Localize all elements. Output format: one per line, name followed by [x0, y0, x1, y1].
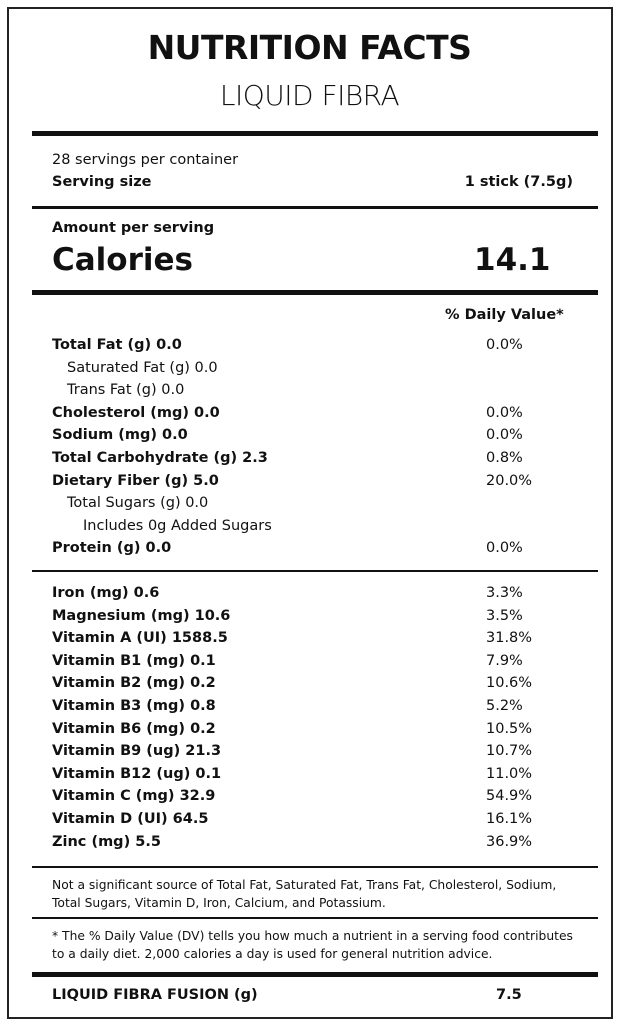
daily-value-percent: 11.0%: [486, 765, 533, 782]
nutrient-row: Vitamin D (UI) 64.5 16.1%: [52, 811, 572, 833]
daily-value-percent: 54.9%: [486, 788, 533, 805]
nutrient-label: Protein (g) 0.0: [52, 540, 172, 557]
blend-label: LIQUID FIBRA FUSION (g): [52, 987, 258, 1003]
divider: [32, 206, 598, 209]
nutrient-label: Vitamin B2 (mg) 0.2: [52, 675, 216, 692]
serving-size-label: Serving size: [52, 174, 152, 190]
nutrient-label: Zinc (mg) 5.5: [52, 833, 161, 850]
nutrient-label: Total Sugars (g) 0.0: [67, 495, 209, 512]
amount-per-serving: Amount per serving: [52, 220, 215, 236]
nutrient-label: Total Carbohydrate (g) 2.3: [52, 450, 268, 466]
page-title: NUTRITION FACTS: [147, 28, 472, 67]
nutrient-row: Magnesium (mg) 10.6 3.5%: [52, 608, 572, 630]
nutrient-row: Iron (mg) 0.6 3.3%: [52, 585, 572, 607]
nutrient-row: Protein (g) 0.0 0.0%: [52, 540, 572, 562]
daily-value-header: % Daily Value*: [445, 307, 564, 323]
daily-value-percent: 0.0%: [486, 337, 523, 353]
nutrient-row: Trans Fat (g) 0.0: [52, 382, 572, 404]
divider: [32, 917, 598, 919]
nutrient-label: Vitamin B3 (mg) 0.8: [52, 698, 216, 714]
daily-value-percent: 0.0%: [486, 427, 523, 444]
nutrient-row: Total Carbohydrate (g) 2.3 0.8%: [52, 450, 572, 472]
nutrient-label: Includes 0g Added Sugars: [83, 517, 272, 534]
daily-value-percent: 0.0%: [486, 540, 523, 557]
divider: [32, 866, 598, 868]
daily-value-percent: 5.2%: [486, 698, 523, 714]
nutrient-label: Vitamin D (UI) 64.5: [52, 811, 209, 827]
daily-value-percent: 16.1%: [486, 811, 533, 827]
daily-value-percent: 10.6%: [486, 675, 533, 692]
nutrient-label: Trans Fat (g) 0.0: [67, 382, 185, 399]
nutrient-row: Vitamin B12 (ug) 0.1 11.0%: [52, 766, 572, 788]
nutrient-label: Dietary Fiber (g) 5.0: [52, 472, 219, 489]
nutrient-row: Total Fat (g) 0.0 0.0%: [52, 337, 572, 359]
calories-value: 14.1: [474, 242, 551, 278]
nutrient-label: Cholesterol (mg) 0.0: [52, 404, 220, 421]
not-significant-note: Not a significant source of Total Fat, S…: [52, 878, 557, 910]
nutrient-label: Vitamin B12 (ug) 0.1: [52, 765, 222, 782]
nutrient-row: Zinc (mg) 5.5 36.9%: [52, 834, 572, 856]
nutrient-row: Vitamin B9 (ug) 21.3 10.7%: [52, 743, 572, 765]
divider: [32, 570, 598, 572]
nutrient-label: Vitamin B9 (ug) 21.3: [52, 743, 222, 760]
dv-footnote: * The % Daily Value (DV) tells you how m…: [52, 929, 573, 961]
divider-thick: [32, 972, 598, 977]
nutrient-row: Dietary Fiber (g) 5.0 20.0%: [52, 473, 572, 495]
nutrient-row: Vitamin C (mg) 32.9 54.9%: [52, 788, 572, 810]
daily-value-percent: 36.9%: [486, 833, 533, 850]
nutrient-label: Vitamin B6 (mg) 0.2: [52, 720, 216, 737]
nutrient-label: Total Fat (g) 0.0: [52, 337, 182, 353]
nutrient-row: Vitamin B6 (mg) 0.2 10.5%: [52, 721, 572, 743]
daily-value-percent: 10.7%: [486, 743, 533, 760]
daily-value-percent: 7.9%: [486, 652, 523, 669]
servings-per-container: 28 servings per container: [52, 152, 239, 168]
nutrient-row: Cholesterol (mg) 0.0 0.0%: [52, 405, 572, 427]
nutrient-row: Vitamin B2 (mg) 0.2 10.6%: [52, 675, 572, 697]
nutrient-row: Sodium (mg) 0.0 0.0%: [52, 427, 572, 449]
nutrient-label: Vitamin C (mg) 32.9: [52, 788, 216, 805]
blend-value: 7.5: [496, 987, 522, 1003]
nutrient-label: Vitamin A (UI) 1588.5: [52, 630, 228, 647]
daily-value-percent: 0.0%: [486, 404, 523, 421]
nutrient-label: Iron (mg) 0.6: [52, 585, 160, 601]
nutrient-row: Includes 0g Added Sugars: [52, 518, 572, 540]
label-border: [7, 7, 613, 1019]
daily-value-percent: 31.8%: [486, 630, 533, 647]
divider-thick: [32, 290, 598, 295]
nutrient-label: Magnesium (mg) 10.6: [52, 607, 231, 624]
daily-value-percent: 10.5%: [486, 720, 533, 737]
daily-value-percent: 20.0%: [486, 472, 533, 489]
nutrient-label: Sodium (mg) 0.0: [52, 427, 188, 444]
daily-value-percent: 0.8%: [486, 450, 523, 466]
divider-thick: [32, 131, 598, 136]
nutrient-row: Vitamin A (UI) 1588.5 31.8%: [52, 630, 572, 652]
product-name: LIQUID FIBRA: [219, 79, 400, 112]
calories-label: Calories: [52, 242, 193, 278]
nutrient-label: Saturated Fat (g) 0.0: [67, 359, 218, 376]
daily-value-percent: 3.5%: [486, 607, 523, 624]
nutrient-row: Total Sugars (g) 0.0: [52, 495, 572, 517]
nutrient-row: Saturated Fat (g) 0.0: [52, 360, 572, 382]
daily-value-percent: 3.3%: [486, 585, 523, 601]
nutrient-row: Vitamin B3 (mg) 0.8 5.2%: [52, 698, 572, 720]
serving-size-value: 1 stick (7.5g): [464, 174, 573, 190]
nutrient-label: Vitamin B1 (mg) 0.1: [52, 652, 216, 669]
nutrient-row: Vitamin B1 (mg) 0.1 7.9%: [52, 653, 572, 675]
